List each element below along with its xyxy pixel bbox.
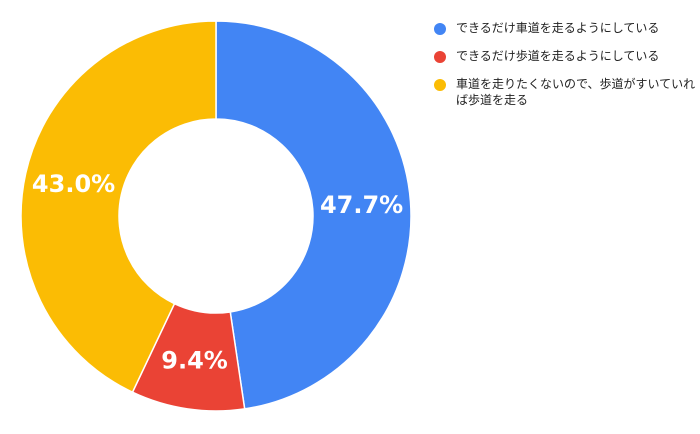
slice-label-group: 47.7% 9.4% 43.0% [32, 170, 403, 374]
pie-slice-0 [215, 20, 412, 410]
legend-item-1: できるだけ歩道を走るようにしている [434, 48, 696, 64]
slice-value-label-0: 47.7% [320, 191, 403, 219]
legend-swatch-2 [434, 79, 446, 91]
slice-value-label-1: 9.4% [161, 346, 228, 374]
legend-label-2: 車道を走りたくないので、歩道がすいていれば歩道を走る [456, 77, 696, 107]
legend-item-0: できるだけ車道を走るようにしている [434, 20, 696, 36]
slice-group [20, 20, 412, 412]
pie-slice-2 [20, 20, 217, 394]
legend-label-0: できるだけ車道を走るようにしている [456, 21, 660, 35]
legend-label-1: できるだけ歩道を走るようにしている [456, 49, 660, 63]
legend-swatch-1 [434, 51, 446, 63]
slice-value-label-2: 43.0% [32, 170, 115, 198]
legend: できるだけ車道を走るようにしている できるだけ歩道を走るようにしている車道を走りた… [434, 20, 696, 120]
legend-swatch-0 [434, 23, 446, 35]
legend-item-2: 車道を走りたくないので、歩道がすいていれば歩道を走る [434, 76, 696, 108]
